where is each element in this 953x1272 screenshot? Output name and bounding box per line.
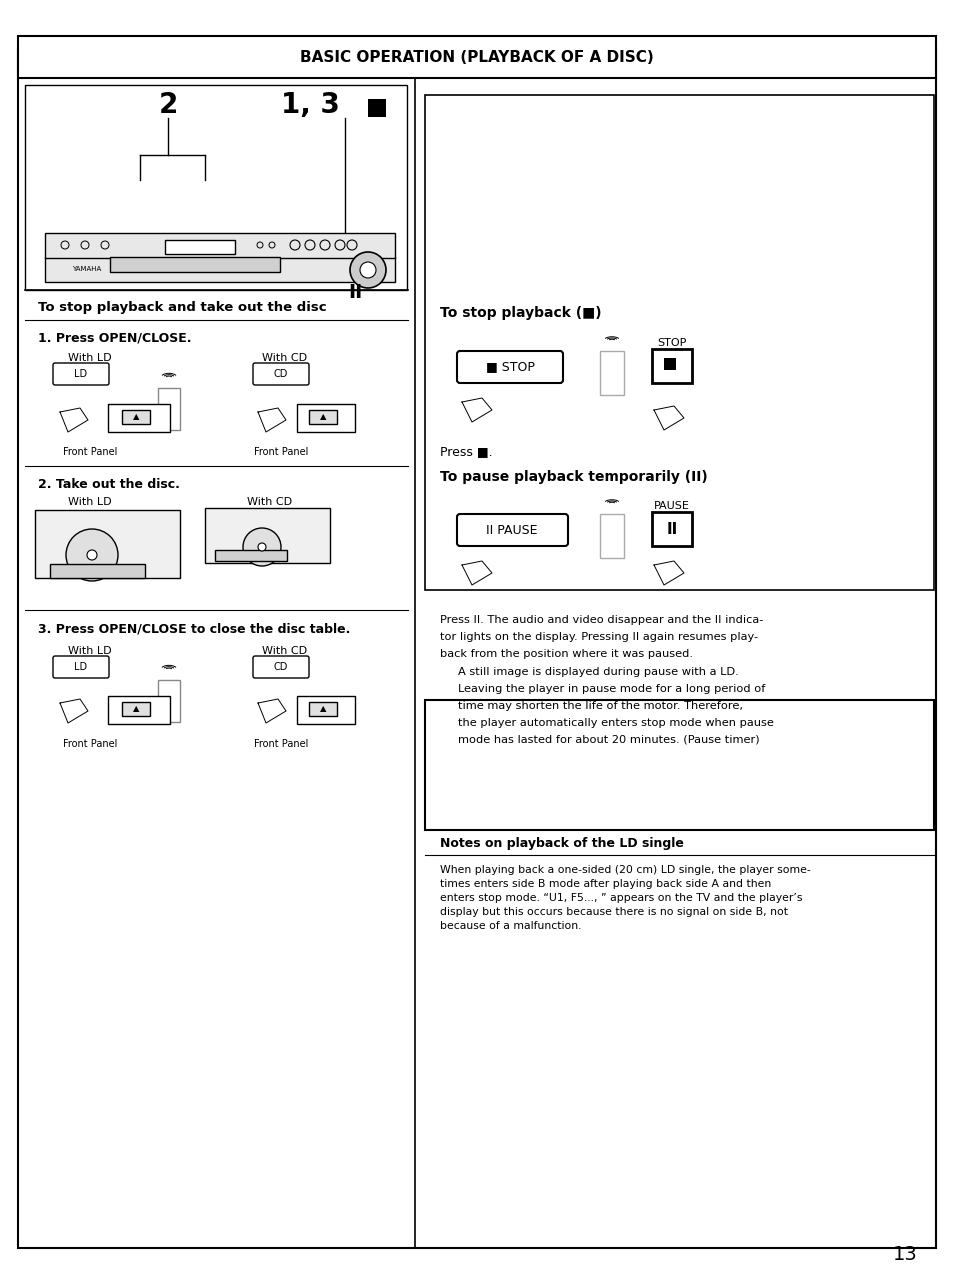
Polygon shape (60, 700, 88, 722)
FancyBboxPatch shape (53, 363, 109, 385)
Text: Front Panel: Front Panel (253, 739, 308, 749)
Text: because of a malfunction.: because of a malfunction. (439, 921, 581, 931)
Text: ▲: ▲ (319, 412, 326, 421)
Text: STOP: STOP (657, 338, 686, 349)
Bar (35, 510, 180, 577)
Text: Front Panel: Front Panel (253, 446, 308, 457)
Bar (108, 696, 170, 724)
Text: CD: CD (274, 369, 288, 379)
Text: With LD: With LD (68, 354, 112, 363)
Bar (158, 388, 180, 430)
Text: Leaving the player in pause mode for a long period of: Leaving the player in pause mode for a l… (457, 684, 764, 695)
Text: mode has lasted for about 20 minutes. (Pause timer): mode has lasted for about 20 minutes. (P… (457, 735, 759, 745)
Text: 2: 2 (158, 92, 177, 120)
Text: With CD: With CD (262, 354, 307, 363)
Bar (368, 99, 386, 117)
Bar (45, 233, 395, 258)
Polygon shape (257, 408, 286, 432)
Text: Press ■.: Press ■. (439, 445, 492, 458)
FancyBboxPatch shape (253, 656, 309, 678)
Circle shape (350, 252, 386, 287)
Bar (296, 404, 355, 432)
Bar (165, 240, 234, 254)
Text: Front Panel: Front Panel (63, 446, 117, 457)
Bar (309, 702, 336, 716)
Text: A still image is displayed during pause with a LD.: A still image is displayed during pause … (457, 667, 738, 677)
Bar (599, 351, 623, 396)
Polygon shape (60, 408, 88, 432)
Circle shape (87, 550, 97, 560)
Text: II: II (666, 522, 677, 537)
Text: To pause playback temporarily (II): To pause playback temporarily (II) (439, 469, 707, 485)
Text: BASIC OPERATION (PLAYBACK OF A DISC): BASIC OPERATION (PLAYBACK OF A DISC) (300, 50, 653, 65)
Text: 13: 13 (892, 1245, 917, 1264)
Bar (45, 257, 395, 282)
Text: LD: LD (74, 369, 88, 379)
Text: 3. Press OPEN/CLOSE to close the disc table.: 3. Press OPEN/CLOSE to close the disc ta… (38, 622, 350, 636)
Circle shape (243, 528, 281, 566)
Text: With LD: With LD (68, 646, 112, 656)
Text: With CD: With CD (247, 497, 293, 508)
Circle shape (359, 262, 375, 279)
Text: 1, 3: 1, 3 (280, 92, 339, 120)
Text: PAUSE: PAUSE (654, 501, 689, 511)
Bar (424, 95, 933, 590)
Text: tor lights on the display. Pressing II again resumes play-: tor lights on the display. Pressing II a… (439, 632, 758, 642)
Bar (296, 696, 355, 724)
Text: enters stop mode. “U1, F5..., ” appears on the TV and the player’s: enters stop mode. “U1, F5..., ” appears … (439, 893, 801, 903)
Text: CD: CD (274, 661, 288, 672)
Bar (309, 410, 336, 424)
Circle shape (66, 529, 118, 581)
Text: the player automatically enters stop mode when pause: the player automatically enters stop mod… (457, 717, 773, 728)
Text: LD: LD (74, 661, 88, 672)
Text: With CD: With CD (262, 646, 307, 656)
FancyBboxPatch shape (456, 514, 567, 546)
Circle shape (257, 543, 266, 551)
Bar (651, 349, 691, 383)
Bar (25, 85, 407, 290)
Text: Press II. The audio and video disappear and the II indica-: Press II. The audio and video disappear … (439, 614, 762, 625)
Text: II: II (348, 284, 362, 303)
Text: Notes on playback of the LD single: Notes on playback of the LD single (439, 837, 683, 851)
Bar (599, 514, 623, 558)
Text: 2. Take out the disc.: 2. Take out the disc. (38, 477, 180, 491)
Bar (122, 410, 150, 424)
Text: back from the position where it was paused.: back from the position where it was paus… (439, 649, 692, 659)
Polygon shape (461, 561, 492, 585)
Bar (50, 563, 145, 577)
Bar (108, 404, 170, 432)
Text: 1. Press OPEN/CLOSE.: 1. Press OPEN/CLOSE. (38, 332, 192, 345)
Polygon shape (257, 700, 286, 722)
Bar (663, 357, 676, 370)
Text: With LD: With LD (68, 497, 112, 508)
FancyBboxPatch shape (456, 351, 562, 383)
Text: display but this occurs because there is no signal on side B, not: display but this occurs because there is… (439, 907, 787, 917)
Text: ▲: ▲ (132, 412, 139, 421)
Text: Front Panel: Front Panel (63, 739, 117, 749)
Text: ▲: ▲ (132, 705, 139, 714)
Bar (122, 702, 150, 716)
Bar (424, 700, 933, 831)
Bar (18, 36, 935, 78)
Text: When playing back a one-sided (20 cm) LD single, the player some-: When playing back a one-sided (20 cm) LD… (439, 865, 810, 875)
Text: II PAUSE: II PAUSE (486, 524, 537, 537)
Bar (214, 550, 287, 561)
Bar (158, 681, 180, 722)
Bar (205, 508, 330, 563)
Text: YAMAHA: YAMAHA (71, 266, 101, 272)
Polygon shape (654, 561, 683, 585)
Polygon shape (654, 406, 683, 430)
Text: To stop playback (■): To stop playback (■) (439, 307, 601, 321)
Bar (651, 513, 691, 546)
Text: times enters side B mode after playing back side A and then: times enters side B mode after playing b… (439, 879, 770, 889)
Text: ▲: ▲ (319, 705, 326, 714)
Text: To stop playback and take out the disc: To stop playback and take out the disc (38, 301, 326, 314)
Text: ■ STOP: ■ STOP (485, 360, 534, 374)
FancyBboxPatch shape (53, 656, 109, 678)
Bar (110, 257, 280, 272)
FancyBboxPatch shape (253, 363, 309, 385)
Text: time may shorten the life of the motor. Therefore,: time may shorten the life of the motor. … (457, 701, 742, 711)
Polygon shape (461, 398, 492, 422)
